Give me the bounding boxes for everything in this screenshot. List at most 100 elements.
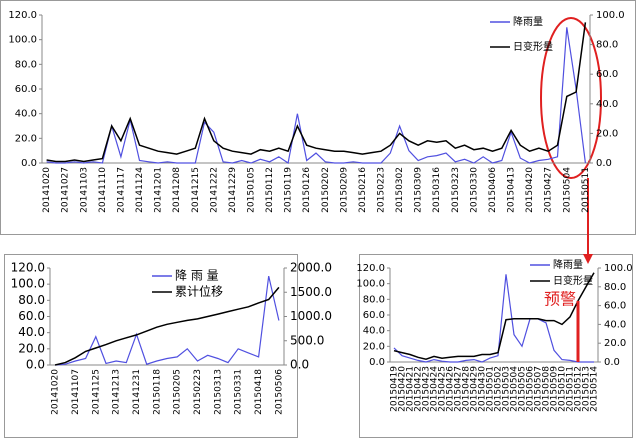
legend-label: 降雨量 — [513, 15, 543, 28]
x-tick-label: 20150509 — [550, 366, 560, 412]
legend-label: 累计位移 — [175, 284, 223, 299]
panel-left — [4, 254, 298, 438]
x-tick-label: 20141231 — [132, 369, 142, 415]
y2-tick-label: 1500.0 — [290, 285, 332, 299]
y-tick-label: 100.0 — [11, 277, 45, 291]
y2-tick-label: 40.0 — [604, 319, 626, 330]
x-tick-label: 20150506 — [274, 369, 284, 415]
x-tick-label: 20141117 — [116, 167, 126, 213]
x-tick-label: 20150331 — [234, 369, 244, 415]
x-tick-label: 20150424 — [430, 366, 440, 412]
y-tick-label: 0.0 — [369, 357, 385, 368]
x-tick-label: 20150514 — [590, 366, 600, 412]
x-tick-label: 20141103 — [79, 167, 89, 213]
x-tick-label: 20150223 — [377, 167, 387, 213]
y2-tick-label: 2000.0 — [290, 261, 332, 275]
x-tick-label: 20141110 — [98, 167, 108, 213]
y2-tick-label: 0.0 — [604, 357, 620, 368]
x-tick-label: 20150406 — [488, 167, 498, 213]
arrow-head — [583, 254, 593, 264]
x-tick-label: 20141215 — [191, 167, 201, 213]
x-tick-label: 20150428 — [462, 366, 472, 412]
x-tick-label: 20150425 — [438, 366, 448, 412]
series-line — [46, 27, 586, 165]
x-tick-label: 20150216 — [358, 167, 368, 213]
y2-tick-label: 1000.0 — [290, 309, 332, 323]
x-tick-label: 20150202 — [321, 167, 331, 213]
x-tick-label: 20141208 — [172, 167, 182, 213]
x-tick-label: 20150501 — [486, 366, 496, 412]
x-tick-label: 20150513 — [582, 366, 592, 412]
x-tick-label: 20150504 — [510, 366, 520, 412]
y2-tick-label: 500.0 — [290, 333, 324, 347]
y2-tick-label: 60.0 — [604, 301, 626, 312]
x-tick-label: 20150427 — [454, 366, 464, 412]
series-line — [46, 22, 587, 163]
legend-label: 日变形量 — [513, 40, 553, 53]
x-tick-label: 20141020 — [51, 369, 61, 415]
y-tick-label: 0.0 — [21, 158, 37, 169]
y-tick-label: 20.0 — [363, 341, 385, 352]
x-tick-label: 20150119 — [284, 167, 294, 213]
y-tick-label: 100.0 — [356, 279, 385, 290]
legend-label: 降 雨 量 — [175, 269, 219, 283]
x-tick-label: 20150209 — [339, 167, 349, 213]
x-tick-label: 20150502 — [494, 366, 504, 412]
x-tick-label: 20150512 — [574, 366, 584, 412]
y-tick-label: 0.0 — [26, 358, 45, 372]
x-tick-label: 20150323 — [451, 167, 461, 213]
y2-tick-label: 20.0 — [604, 338, 626, 349]
y-tick-label: 80.0 — [363, 294, 385, 305]
series-line — [393, 274, 594, 363]
x-tick-label: 20150330 — [469, 167, 479, 213]
y-tick-label: 40.0 — [15, 109, 37, 120]
x-tick-label: 20150205 — [173, 369, 183, 415]
y2-tick-label: 100.0 — [596, 10, 625, 21]
x-tick-label: 20150422 — [414, 366, 424, 412]
y-tick-label: 120.0 — [8, 10, 37, 21]
y-tick-label: 120.0 — [11, 261, 45, 275]
annotation: 预警 — [544, 290, 576, 309]
y-tick-label: 60.0 — [15, 84, 37, 95]
x-tick-label: 20150413 — [507, 167, 517, 213]
y2-tick-label: 40.0 — [596, 99, 618, 110]
x-tick-label: 20150504 — [562, 167, 572, 213]
series-line — [54, 286, 280, 366]
x-tick-label: 20150420 — [525, 167, 535, 213]
y-tick-label: 40.0 — [18, 325, 45, 339]
x-tick-label: 20150420 — [398, 366, 408, 412]
y-tick-label: 100.0 — [8, 35, 37, 46]
y2-tick-label: 60.0 — [596, 69, 618, 80]
x-tick-label: 20141201 — [154, 167, 164, 213]
y-tick-label: 20.0 — [18, 341, 45, 355]
x-tick-label: 20141027 — [61, 167, 71, 213]
x-tick-label: 20150427 — [544, 167, 554, 213]
y2-tick-label: 0.0 — [596, 158, 612, 169]
y2-tick-label: 80.0 — [596, 40, 618, 51]
y-tick-label: 20.0 — [15, 133, 37, 144]
x-tick-label: 20141124 — [135, 167, 145, 213]
x-tick-label: 20150418 — [254, 369, 264, 415]
highlight-ellipse — [540, 17, 602, 179]
x-tick-label: 20141125 — [91, 369, 101, 415]
x-tick-label: 20150505 — [518, 366, 528, 412]
x-tick-label: 20150316 — [432, 167, 442, 213]
legend-label: 日变形量 — [553, 274, 593, 287]
x-tick-label: 20150510 — [558, 366, 568, 412]
x-tick-label: 20150223 — [193, 369, 203, 415]
series-line — [393, 272, 595, 360]
x-tick-label: 20150507 — [534, 366, 544, 412]
x-tick-label: 20150511 — [581, 167, 591, 213]
x-tick-label: 20150118 — [152, 369, 162, 415]
x-tick-label: 20150419 — [390, 366, 400, 412]
y2-tick-label: 0.0 — [290, 358, 309, 372]
x-tick-label: 20141222 — [209, 167, 219, 213]
panel-top — [0, 0, 636, 235]
y2-tick-label: 80.0 — [604, 282, 626, 293]
x-tick-label: 20150302 — [395, 167, 405, 213]
y-tick-label: 40.0 — [363, 326, 385, 337]
x-tick-label: 20141020 — [42, 167, 52, 213]
y-tick-label: 80.0 — [15, 59, 37, 70]
y2-tick-label: 20.0 — [596, 128, 618, 139]
x-tick-label: 20150511 — [566, 366, 576, 412]
